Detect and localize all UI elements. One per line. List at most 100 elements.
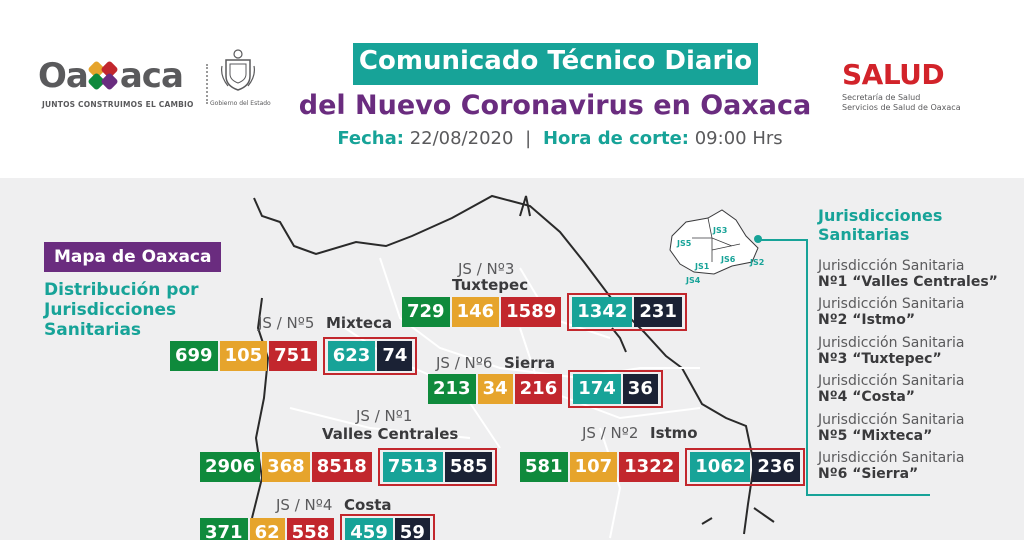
js5-highlight-box: 623 74 <box>322 337 418 375</box>
js5-counts-row: 699 105 751 623 74 <box>170 337 418 375</box>
sidebar-title: Jurisdicciones Sanitarias <box>818 206 943 244</box>
connector-line-vertical <box>806 239 808 495</box>
oaxaca-x-icon <box>87 60 119 91</box>
date-value: 22/08/2020 <box>409 128 514 149</box>
js2-count-1: 581 <box>520 452 568 482</box>
js4-code: JS / Nº4 <box>276 496 333 514</box>
js5-count-1: 699 <box>170 341 218 371</box>
sidebar-item-js6: Jurisdicción Sanitaria Nº6 “Sierra” <box>818 450 964 482</box>
js3-count-4: 1342 <box>572 297 633 327</box>
sidebar-item-js2-line2: Nº2 “Istmo” <box>818 312 916 328</box>
seal-caption: Gobierno del Estado <box>210 100 271 107</box>
sidebar-item-js1-line2: Nº1 “Valles Centrales” <box>818 274 998 290</box>
js1-count-5: 585 <box>444 452 493 482</box>
js6-code: JS / Nº6 <box>436 354 493 372</box>
mini-map-label-js2: JS2 <box>750 258 765 267</box>
js5-count-4: 623 <box>327 341 376 371</box>
js5-count-2: 105 <box>219 341 268 371</box>
js2-code: JS / Nº2 <box>582 424 639 442</box>
js6-count-2: 34 <box>477 374 513 404</box>
cutoff-value: 09:00 Hrs <box>694 128 783 149</box>
mini-map-label-js6: JS6 <box>721 255 736 264</box>
state-seal-icon <box>221 49 255 91</box>
cutoff-label: Hora de corte: <box>542 128 689 149</box>
title-banner <box>353 43 758 85</box>
js4-name: Costa <box>344 496 392 514</box>
js3-count-1: 729 <box>402 297 450 327</box>
js4-highlight-box: 459 59 <box>340 514 435 540</box>
sidebar-item-js5-line2: Nº5 “Mixteca” <box>818 428 933 444</box>
js3-counts-row: 729 146 1589 1342 231 <box>402 293 687 331</box>
js2-count-4: 1062 <box>690 452 751 482</box>
js6-name: Sierra <box>504 354 556 372</box>
js1-counts-row: 2906 368 8518 7513 585 <box>200 448 498 486</box>
js2-count-2: 107 <box>569 452 618 482</box>
mini-map-label-js1: JS1 <box>695 262 710 271</box>
js3-count-5: 231 <box>634 297 682 327</box>
sidebar-item-js5-line1: Jurisdicción Sanitaria <box>818 412 965 428</box>
date-line: Fecha: 22/08/2020 | Hora de corte: 09:00… <box>300 128 820 149</box>
oaxaca-logo: Oa aca JUNTOS CONSTRUIMOS EL CAMBIO Gobi… <box>34 49 274 116</box>
mini-map-label-js3: JS3 <box>713 226 728 235</box>
salud-sub-line-2: Servicios de Salud de Oaxaca <box>842 103 961 112</box>
sidebar-item-js4-line2: Nº4 “Costa” <box>818 389 915 405</box>
salud-sub-line-1: Secretaría de Salud <box>842 93 921 102</box>
title-line-1: Comunicado Técnico Diario <box>358 46 753 76</box>
js3-name: Tuxtepec <box>452 276 529 294</box>
js3-count-3: 1589 <box>501 297 562 327</box>
js4-counts-row: 371 62 558 459 59 <box>200 514 435 540</box>
title-line-2: del Nuevo Coronavirus en Oaxaca <box>298 90 812 121</box>
logo-slogan: JUNTOS CONSTRUIMOS EL CAMBIO <box>42 100 194 109</box>
sidebar-item-js1: Jurisdicción Sanitaria Nº1 “Valles Centr… <box>818 258 998 290</box>
js6-counts-row: 213 34 216 174 36 <box>428 370 663 408</box>
map-subtitle: Distribución por Jurisdicciones Sanitari… <box>44 280 199 340</box>
js2-counts-row: 581 107 1322 1062 236 <box>520 448 805 486</box>
js1-count-2: 368 <box>262 452 310 482</box>
sidebar-item-js4: Jurisdicción Sanitaria Nº4 “Costa” <box>818 373 964 405</box>
sidebar-item-js3-line1: Jurisdicción Sanitaria <box>818 335 965 351</box>
js5-count-5: 74 <box>377 341 413 371</box>
date-label: Fecha: <box>337 128 404 149</box>
js4-count-4: 459 <box>345 518 393 540</box>
js1-highlight-box: 7513 585 <box>377 448 498 486</box>
sidebar-item-js2-line1: Jurisdicción Sanitaria <box>818 296 965 312</box>
sidebar-item-js3-line2: Nº3 “Tuxtepec” <box>818 351 942 367</box>
js6-count-1: 213 <box>428 374 476 404</box>
salud-subtitle: Secretaría de Salud Servicios de Salud d… <box>842 93 961 113</box>
js3-count-2: 146 <box>451 297 500 327</box>
js1-name: Valles Centrales <box>322 425 459 443</box>
mini-map-label-js4: JS4 <box>686 276 701 285</box>
sidebar-item-js1-line1: Jurisdicción Sanitaria <box>818 258 965 274</box>
js6-highlight-box: 174 36 <box>568 370 663 408</box>
oaxaca-logo-word: Oa aca <box>38 56 184 96</box>
js5-name: Mixteca <box>326 314 393 332</box>
js2-count-5: 236 <box>752 452 800 482</box>
js5-code: JS / Nº5 <box>258 314 315 332</box>
map-title: Mapa de Oaxaca <box>44 242 222 272</box>
header: Oa aca JUNTOS CONSTRUIMOS EL CAMBIO Gobi… <box>0 0 1024 178</box>
js1-code: JS / Nº1 <box>356 407 413 425</box>
js2-count-3: 1322 <box>619 452 680 482</box>
js3-code: JS / Nº3 <box>458 260 515 278</box>
sidebar-item-js6-line2: Nº6 “Sierra” <box>818 466 919 482</box>
js2-highlight-box: 1062 236 <box>685 448 805 486</box>
map-section: Mapa de Oaxaca Distribución por Jurisdic… <box>0 178 1024 540</box>
js4-count-3: 558 <box>286 518 335 540</box>
js4-count-2: 62 <box>249 518 285 540</box>
mini-map-label-js5: JS5 <box>677 239 692 248</box>
js1-count-4: 7513 <box>382 452 443 482</box>
sidebar-item-js2: Jurisdicción Sanitaria Nº2 “Istmo” <box>818 296 964 328</box>
js5-count-3: 751 <box>269 341 317 371</box>
js6-count-4: 174 <box>573 374 621 404</box>
js6-count-3: 216 <box>514 374 563 404</box>
sidebar-item-js3: Jurisdicción Sanitaria Nº3 “Tuxtepec” <box>818 335 964 367</box>
js1-count-3: 8518 <box>311 452 372 482</box>
js2-name: Istmo <box>650 424 698 442</box>
date-separator: | <box>525 128 532 149</box>
js4-count-1: 371 <box>200 518 248 540</box>
connector-line-top <box>758 239 808 241</box>
sidebar-item-js4-line1: Jurisdicción Sanitaria <box>818 373 965 389</box>
sidebar-item-js6-line1: Jurisdicción Sanitaria <box>818 450 965 466</box>
js1-count-1: 2906 <box>200 452 261 482</box>
connector-line-bottom <box>806 494 930 496</box>
